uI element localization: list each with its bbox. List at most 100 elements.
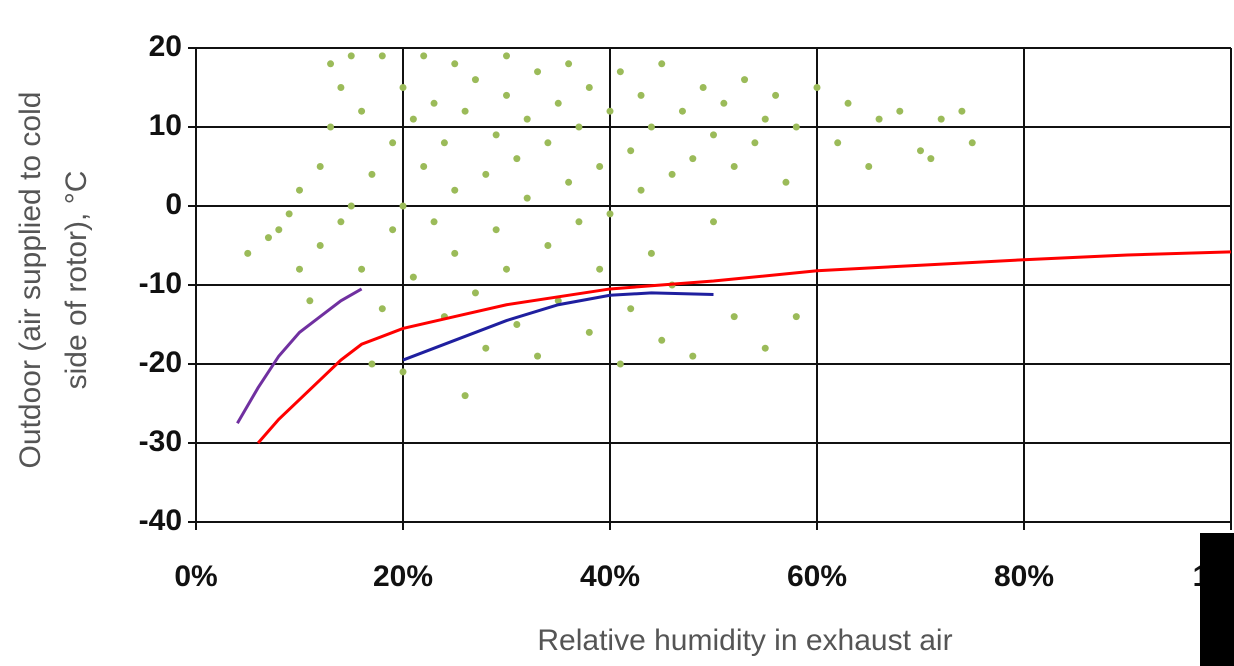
scatter-point — [492, 226, 500, 234]
scatter-point — [534, 68, 542, 76]
scatter-point — [958, 107, 966, 115]
y-tick-label: 0 — [165, 188, 182, 221]
y-axis-title: side of rotor), °C — [60, 171, 93, 390]
scatter-point — [844, 99, 852, 107]
scatter-point — [420, 163, 428, 170]
scatter-point — [647, 123, 655, 131]
scatter-point — [917, 147, 924, 155]
scatter-point — [834, 139, 842, 147]
scatter-point — [627, 305, 635, 313]
scatter-point — [430, 218, 438, 226]
scatter-point — [761, 344, 769, 352]
scatter-point — [937, 115, 945, 123]
scatter-point — [471, 289, 479, 297]
scatter-point — [761, 115, 769, 123]
scatter-point — [865, 163, 873, 170]
scatter-point — [658, 60, 666, 68]
scatter-point — [337, 218, 345, 226]
y-tick-label: -30 — [139, 425, 182, 458]
scatter-point — [896, 107, 904, 115]
scatter-point — [316, 242, 324, 249]
scatter-point — [751, 139, 759, 147]
scatter-point — [337, 84, 345, 91]
y-tick-label: -10 — [139, 267, 182, 300]
scatter-point — [565, 60, 573, 68]
scatter-point — [575, 123, 583, 131]
scatter-point — [585, 84, 593, 91]
scatter-point — [616, 68, 624, 76]
scatter-point — [461, 392, 469, 400]
scatter-point — [296, 265, 303, 273]
scatter-point — [347, 202, 355, 210]
scatter-point — [347, 52, 355, 60]
scatter-point — [658, 336, 666, 344]
x-tick-label: 60% — [787, 560, 847, 593]
scatter-point — [513, 321, 521, 328]
scatter-point — [399, 202, 407, 210]
scatter-point — [875, 115, 883, 123]
scatter-point — [440, 139, 448, 147]
x-tick-label: 20% — [373, 560, 433, 593]
scatter-point — [451, 249, 459, 257]
scatter-point — [699, 84, 707, 91]
scatter-point — [275, 226, 283, 234]
scatter-point — [420, 52, 428, 60]
scatter-point — [710, 131, 717, 139]
scatter-point — [616, 360, 624, 368]
scatter-point — [968, 139, 976, 147]
scatter-point — [430, 99, 438, 107]
scatter-point — [565, 178, 573, 186]
scatter-point — [358, 265, 366, 273]
scatter-point — [782, 178, 790, 186]
scatter-point — [606, 107, 614, 115]
scatter-point — [544, 139, 552, 147]
scatter-point — [710, 218, 717, 226]
scatter-point — [813, 84, 821, 91]
scatter-point — [575, 218, 583, 226]
scatter-point — [244, 249, 252, 257]
scatter-point — [451, 60, 459, 68]
line — [236, 287, 363, 425]
scatter-point — [585, 328, 593, 336]
scatter-point — [637, 91, 645, 99]
x-tick-label: 80% — [994, 560, 1054, 593]
scatter-point — [730, 313, 738, 321]
scatter-point — [544, 242, 552, 249]
scatter-point — [503, 91, 510, 99]
scatter-point — [368, 360, 376, 368]
scatter-point — [678, 107, 686, 115]
scatter-point — [378, 52, 386, 60]
scatter-point — [471, 76, 479, 84]
scatter-point — [730, 163, 738, 170]
scatter-point — [285, 210, 293, 218]
scatter-point — [316, 163, 324, 170]
y-tick-label: 20 — [149, 30, 182, 63]
scatter-point — [596, 265, 604, 273]
scatter-point — [606, 210, 614, 218]
scatter-point — [792, 313, 800, 321]
scatter-point — [482, 344, 490, 352]
scatter-point — [647, 249, 655, 257]
scatter-point — [503, 265, 510, 273]
scatter-point — [492, 131, 500, 139]
scatter-point — [389, 226, 397, 234]
scatter-point — [720, 99, 728, 107]
scatter-point — [389, 139, 397, 147]
scatter-point — [772, 91, 780, 99]
scatter-point — [554, 297, 562, 305]
scatter-point — [482, 170, 490, 178]
scatter-point — [554, 99, 562, 107]
scatter-point — [627, 147, 635, 155]
scatter-point — [451, 186, 459, 194]
scatter-point — [637, 186, 645, 194]
scatter-point — [306, 297, 314, 305]
scatter-point — [327, 123, 335, 131]
scatter-point — [668, 170, 676, 178]
scatter-point — [792, 123, 800, 131]
scatter-point — [296, 186, 303, 194]
line — [402, 291, 714, 362]
scatter-point — [927, 155, 935, 163]
y-tick-label: -40 — [139, 504, 182, 537]
scatter-point — [523, 115, 531, 123]
x-tick-label: 0% — [174, 560, 217, 593]
